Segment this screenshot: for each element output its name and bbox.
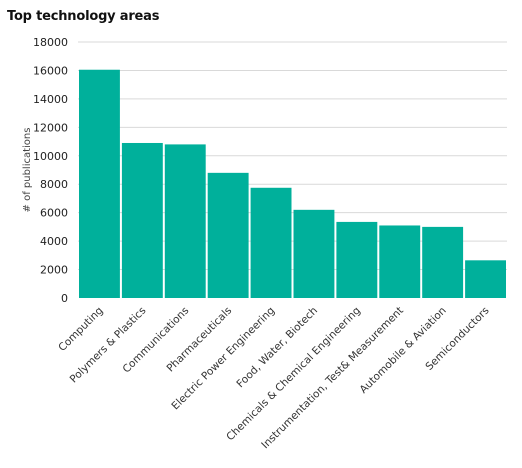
- chart-title: Top technology areas: [7, 9, 160, 24]
- bar: [422, 226, 464, 298]
- bar: [379, 225, 421, 298]
- y-tick-label: 10000: [33, 150, 68, 163]
- y-tick-label: 8000: [40, 178, 68, 191]
- gridlines: [78, 41, 507, 271]
- y-tick-label: 12000: [33, 121, 68, 134]
- bars: [79, 69, 506, 298]
- bar: [293, 209, 335, 298]
- y-axis-title: # of publications: [22, 128, 33, 213]
- bar: [79, 69, 120, 298]
- bar: [207, 172, 249, 298]
- y-axis-ticks: 0 2000 4000 6000 8000 10000 12000 14000 16000 180…: [33, 36, 68, 305]
- y-tick-label: 0: [61, 292, 68, 305]
- x-category-label: Automobile & Aviation: [357, 305, 448, 396]
- y-tick-label: 4000: [40, 235, 68, 248]
- bar: [465, 260, 506, 298]
- bar: [250, 187, 292, 298]
- x-category-label: Food, Water, Biotech: [234, 305, 320, 391]
- bar: [121, 142, 163, 298]
- y-tick-label: 18000: [33, 36, 68, 49]
- y-tick-label: 2000: [40, 264, 68, 277]
- x-category-label: Polymers & Plastics: [68, 305, 149, 386]
- y-tick-label: 16000: [33, 64, 68, 77]
- bar: [336, 221, 378, 298]
- y-tick-label: 6000: [40, 207, 68, 220]
- bar: [164, 144, 206, 298]
- y-tick-label: 14000: [33, 93, 68, 106]
